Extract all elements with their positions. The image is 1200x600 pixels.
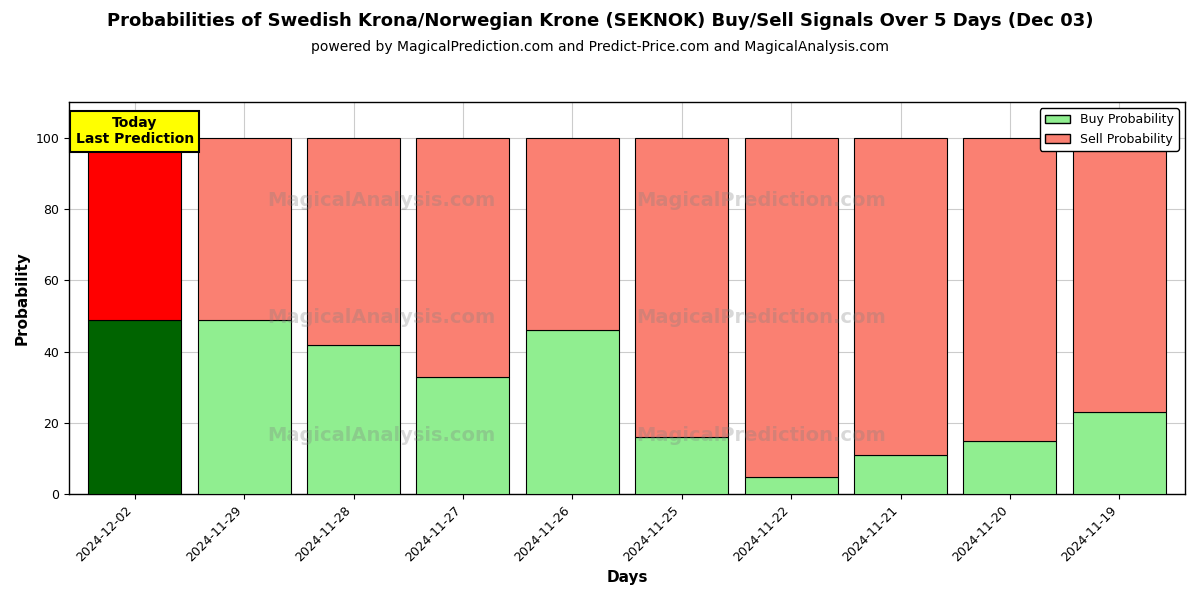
Bar: [526, 331, 619, 494]
Text: MagicalPrediction.com: MagicalPrediction.com: [636, 191, 886, 209]
Text: MagicalAnalysis.com: MagicalAnalysis.com: [268, 308, 496, 328]
X-axis label: Days: Days: [606, 570, 648, 585]
Legend: Buy Probability, Sell Probability: Buy Probability, Sell Probability: [1040, 108, 1178, 151]
Text: MagicalPrediction.com: MagicalPrediction.com: [636, 308, 886, 328]
Text: MagicalAnalysis.com: MagicalAnalysis.com: [268, 426, 496, 445]
Bar: [635, 137, 728, 437]
Bar: [854, 455, 947, 494]
Bar: [526, 137, 619, 331]
Bar: [635, 437, 728, 494]
Bar: [1073, 412, 1166, 494]
Bar: [198, 137, 290, 320]
Bar: [745, 137, 838, 476]
Bar: [89, 320, 181, 494]
Bar: [745, 476, 838, 494]
Text: powered by MagicalPrediction.com and Predict-Price.com and MagicalAnalysis.com: powered by MagicalPrediction.com and Pre…: [311, 40, 889, 54]
Text: Probabilities of Swedish Krona/Norwegian Krone (SEKNOK) Buy/Sell Signals Over 5 : Probabilities of Swedish Krona/Norwegian…: [107, 12, 1093, 30]
Bar: [964, 441, 1056, 494]
Text: MagicalPrediction.com: MagicalPrediction.com: [636, 426, 886, 445]
Bar: [198, 320, 290, 494]
Y-axis label: Probability: Probability: [16, 251, 30, 345]
Bar: [854, 137, 947, 455]
Bar: [416, 137, 510, 377]
Text: MagicalAnalysis.com: MagicalAnalysis.com: [268, 191, 496, 209]
Bar: [307, 137, 400, 344]
Bar: [416, 377, 510, 494]
Text: Today
Last Prediction: Today Last Prediction: [76, 116, 194, 146]
Bar: [1073, 137, 1166, 412]
Bar: [307, 344, 400, 494]
Bar: [964, 137, 1056, 441]
Bar: [89, 137, 181, 320]
